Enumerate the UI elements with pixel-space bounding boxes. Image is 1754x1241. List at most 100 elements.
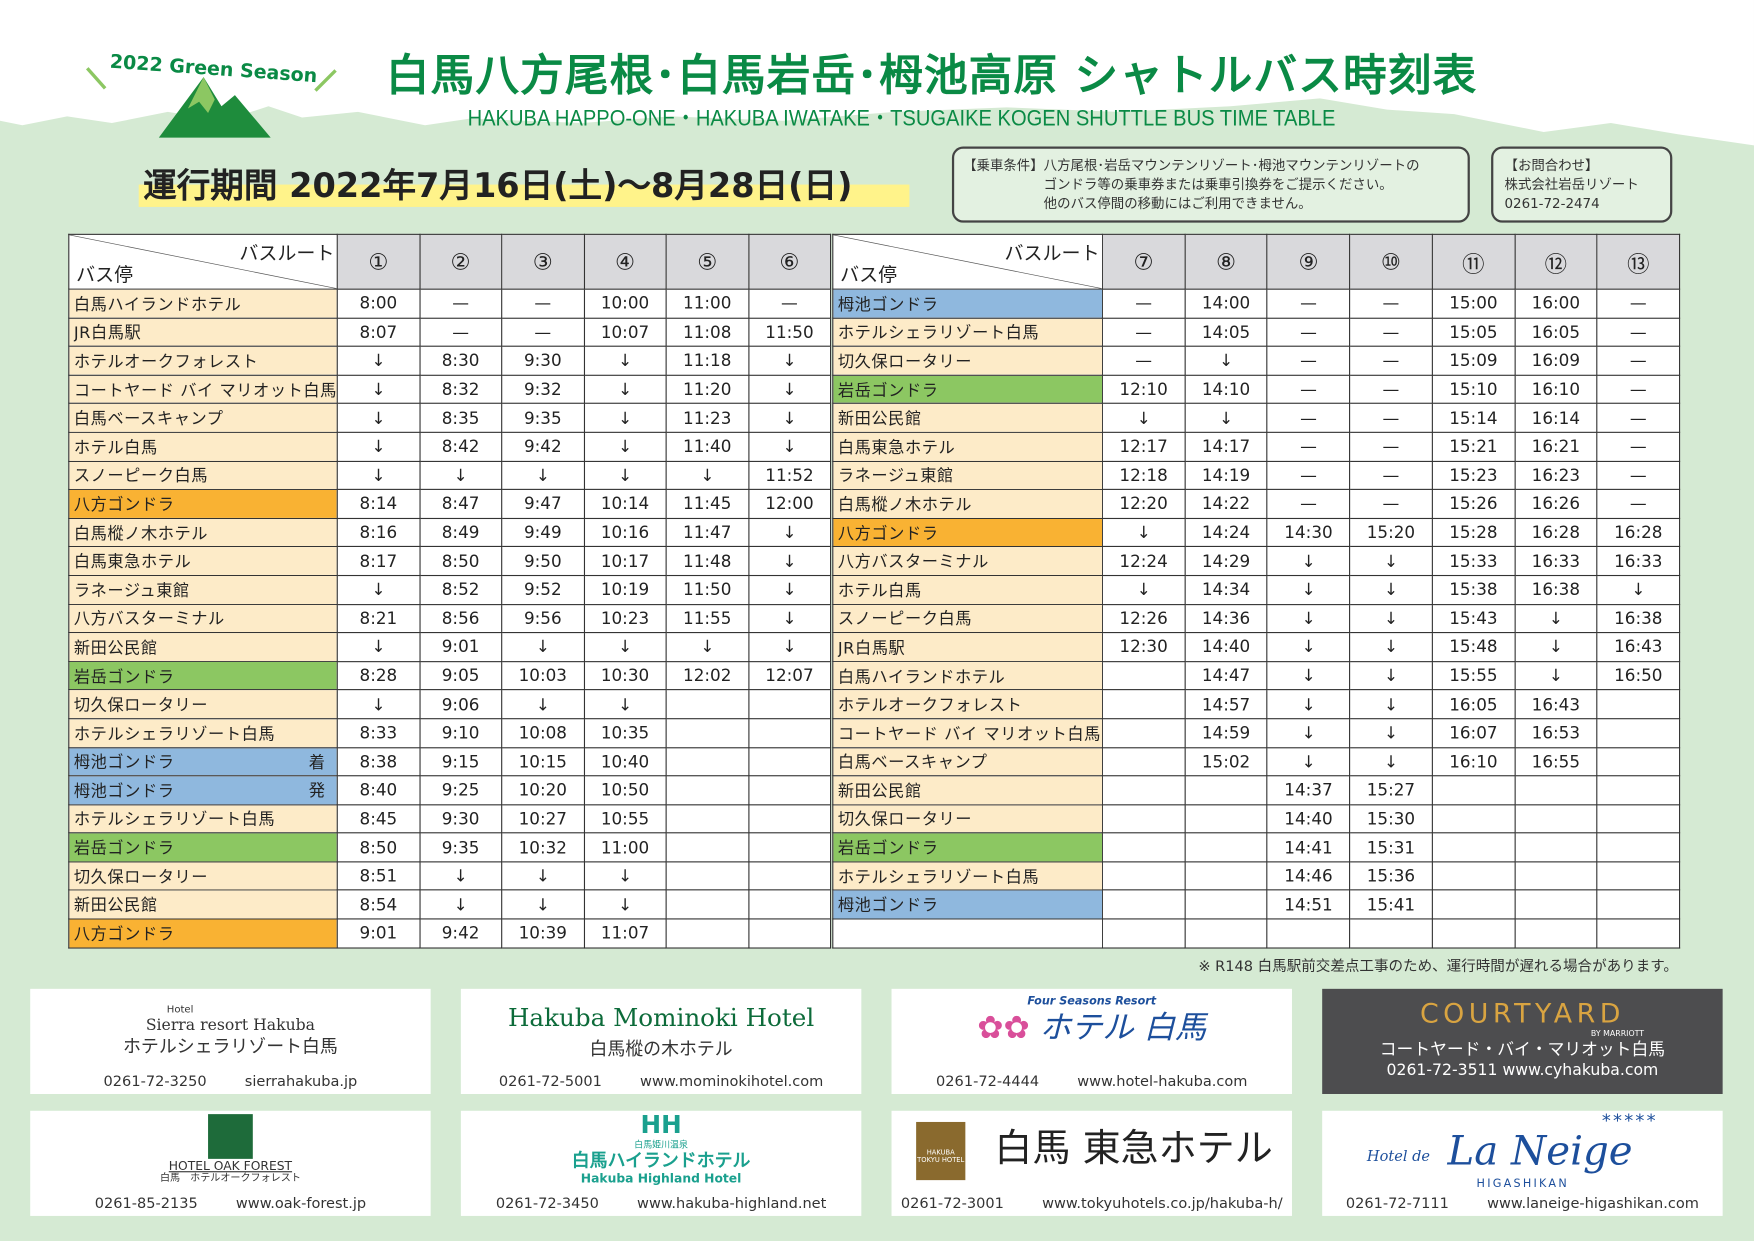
stop-label: 八方バスターミナル — [73, 611, 225, 630]
bus-stop-name: 岩岳ゴンドラ — [832, 832, 1103, 863]
departure-time: 10:15 — [501, 746, 585, 777]
ad-url[interactable]: www.mominokihotel.com — [640, 1073, 824, 1091]
departure-time: 14:47 — [1184, 660, 1268, 691]
ad-phone: 0261-85-2135 — [94, 1195, 198, 1213]
departure-time: 16:21 — [1514, 431, 1598, 462]
departure-time: 16:53 — [1514, 718, 1598, 748]
departure-time: ↓ — [418, 889, 503, 920]
departure-time: 9:47 — [501, 489, 585, 519]
ad-url[interactable]: www.oak-forest.jp — [235, 1195, 367, 1213]
departure-time — [747, 689, 832, 720]
route-number: ⑤ — [665, 233, 749, 290]
departure-time: 14:41 — [1266, 832, 1351, 863]
departure-time: ↓ — [665, 632, 749, 662]
ad-url[interactable]: www.laneige-higashikan.com — [1487, 1195, 1699, 1213]
departure-time — [1101, 918, 1186, 949]
departure-time: 8:16 — [336, 517, 421, 548]
ad-url[interactable]: www.hotel-hakuba.com — [1077, 1073, 1248, 1091]
departure-time: 9:10 — [418, 718, 503, 748]
departure-time — [1101, 861, 1186, 891]
departure-time: 15:09 — [1431, 345, 1516, 376]
departure-time: ↓ — [583, 431, 667, 462]
stop-label: 栂池ゴンドラ — [837, 897, 939, 916]
table-row: 新田公民館 8:54 ↓ ↓ ↓ — [68, 889, 832, 920]
ad-logo-small: 白馬姫川温泉 — [634, 1139, 688, 1150]
ad-logo: Sierra resort Hakuba — [145, 1016, 316, 1035]
departure-time — [665, 861, 749, 891]
departure-time: 8:51 — [336, 861, 421, 891]
bus-stop-name: ホテルオークフォレスト — [68, 345, 338, 376]
departure-time: 8:50 — [336, 832, 421, 863]
departure-time — [1514, 889, 1598, 920]
route-number: ⑥ — [747, 233, 832, 290]
table-row: 栂池ゴンドラ 着 8:38 9:15 10:15 10:40 — [68, 746, 832, 777]
departure-time: 15:05 — [1431, 317, 1516, 347]
table-row: 八方ゴンドラ 9:01 9:42 10:39 11:07 — [68, 918, 832, 949]
departure-time: ↓ — [336, 345, 421, 376]
departure-time: 15:43 — [1431, 603, 1516, 634]
stop-label: ラネージュ東館 — [73, 582, 190, 601]
ad-name: コートヤード・バイ・マリオット白馬 — [1379, 1039, 1666, 1060]
conditions-label: 【乗車条件】 — [963, 157, 1044, 174]
ad-name: ホテルシェラリゾート白馬 — [123, 1035, 338, 1058]
departure-time: 10:30 — [583, 660, 667, 691]
ad-sierra-resort: Hotel Sierra resort Hakuba ホテルシェラリゾート白馬 … — [30, 988, 431, 1094]
departure-time: 10:03 — [501, 660, 585, 691]
table-row: コートヤード バイ マリオット白馬 ↓ 8:32 9:32 ↓ 11:20 ↓ — [68, 374, 832, 405]
departure-time: 8:32 — [418, 374, 503, 405]
bus-stop-name: 八方バスターミナル — [832, 546, 1103, 577]
ad-phone: 0261-72-5001 — [498, 1073, 602, 1091]
table-row: 栂池ゴンドラ 14:51 15:41 — [832, 889, 1681, 920]
departure-time: — — [1596, 345, 1681, 376]
departure-time: ↓ — [1266, 746, 1351, 777]
departure-time: 8:17 — [336, 546, 421, 577]
ad-url[interactable]: www.tokyuhotels.co.jp/hakuba-h/ — [1042, 1195, 1283, 1213]
bus-stop-name: 栂池ゴンドラ 着 — [68, 746, 338, 777]
bus-stop-name: 白馬ベースキャンプ — [68, 403, 338, 433]
table-row: 新田公民館 ↓ 9:01 ↓ ↓ ↓ ↓ — [68, 632, 832, 662]
contact-phone: 0261-72-2474 — [1504, 195, 1600, 212]
departure-time: 8:35 — [418, 403, 503, 433]
ad-name: 白馬樅の木ホテル — [589, 1038, 733, 1060]
stop-label: コートヤード バイ マリオット白馬 — [837, 725, 1101, 744]
table-row: ホテルシェラリゾート白馬 8:33 9:10 10:08 10:35 — [68, 718, 832, 748]
departure-time: — — [1266, 489, 1351, 519]
departure-time: 9:50 — [501, 546, 585, 577]
departure-time: 9:32 — [501, 374, 585, 405]
table-row — [832, 918, 1681, 949]
departure-time: ↓ — [1266, 689, 1351, 720]
departure-time: 8:49 — [418, 517, 503, 548]
mountain-logo-icon — [85, 67, 337, 138]
departure-time: 16:33 — [1514, 546, 1598, 577]
stop-label: 新田公民館 — [73, 639, 158, 658]
table-row: 白馬ベースキャンプ ↓ 8:35 9:35 ↓ 11:23 ↓ — [68, 403, 832, 433]
departure-time: 15:31 — [1349, 832, 1433, 863]
arrive-depart-label: 着 — [308, 754, 326, 773]
ad-url[interactable]: sierrahakuba.jp — [244, 1073, 358, 1091]
departure-time: 11:48 — [665, 546, 749, 577]
ad-logo-small: Hotel de — [1366, 1148, 1431, 1166]
stop-label: 白馬ベースキャンプ — [73, 410, 224, 429]
departure-time: 8:33 — [336, 718, 421, 748]
ad-url[interactable]: www.cyhakuba.com — [1502, 1061, 1659, 1080]
departure-time: ↓ — [336, 632, 421, 662]
departure-time: 16:00 — [1514, 288, 1598, 319]
table-row: 切久保ロータリー ↓ 9:06 ↓ ↓ — [68, 689, 832, 720]
ad-url[interactable]: www.hakuba-highland.net — [637, 1195, 827, 1213]
departure-time: — — [1349, 345, 1433, 376]
stop-label: 八方ゴンドラ — [837, 525, 939, 544]
departure-time — [1596, 861, 1681, 891]
table-row: 栂池ゴンドラ —14:00— —15:00 16:00— — [832, 288, 1681, 319]
departure-time: 10:40 — [583, 746, 667, 777]
bus-stop-name: ホテルシェラリゾート白馬 — [832, 317, 1103, 347]
departure-time: 16:05 — [1431, 689, 1516, 720]
flower-icon: ✿✿ — [977, 1008, 1030, 1046]
departure-time: 11:23 — [665, 403, 749, 433]
departure-time: ↓ — [583, 460, 667, 491]
departure-time: 9:01 — [418, 632, 503, 662]
table-row: ホテル白馬 ↓ 8:42 9:42 ↓ 11:40 ↓ — [68, 431, 832, 462]
departure-time: — — [1596, 403, 1681, 433]
route-label: バスルート — [1004, 242, 1100, 266]
departure-time — [665, 889, 749, 920]
table-row: 白馬樅ノ木ホテル 12:20 14:22— —15:26 16:26— — [832, 489, 1681, 519]
